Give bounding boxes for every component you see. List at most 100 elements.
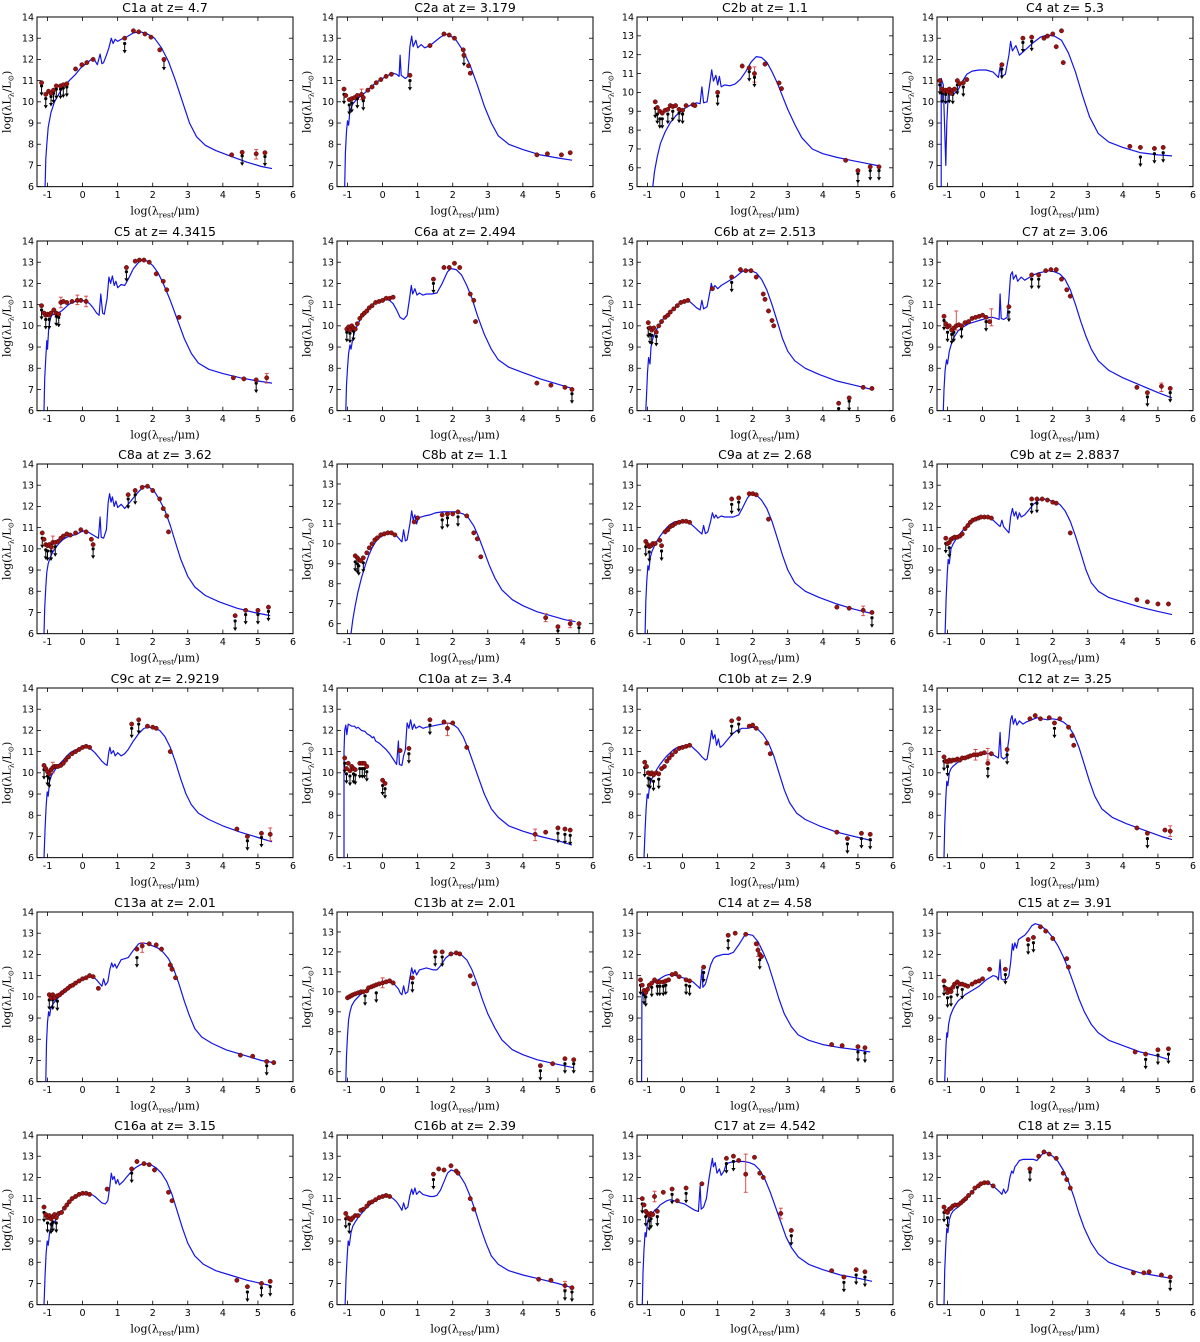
x-tick-label: 3 [1085, 414, 1091, 425]
photometry-point [962, 526, 968, 532]
photometry-point [259, 1281, 264, 1287]
photometry-point [534, 152, 540, 158]
y-tick-label: 7 [328, 1047, 334, 1058]
photometry-point [441, 1167, 447, 1173]
photometry-point [1050, 31, 1056, 37]
photometry-point [383, 73, 389, 79]
axes-frame [936, 240, 1194, 411]
photometry-point [1059, 28, 1064, 34]
photometry-point [642, 759, 648, 765]
photometry-point [61, 1206, 67, 1211]
y-tick-label: 6 [28, 853, 34, 864]
y-axis-label: log(λLλ​/L⊙​) [1, 294, 16, 356]
y-tick-label: 14 [622, 1131, 634, 1142]
x-tick-label: 2 [1050, 637, 1056, 648]
photometry-point [457, 951, 463, 956]
axes-frame [36, 16, 294, 188]
y-tick-label: 6 [928, 853, 934, 864]
y-axis-label: log(λLλ​/L⊙​) [901, 294, 916, 356]
y-tick-label: 10 [322, 97, 334, 108]
photometry-point [576, 621, 582, 627]
plot-area [652, 55, 882, 187]
upper-limit-marker [122, 41, 127, 54]
y-tick-label: 14 [322, 683, 334, 694]
photometry-point [467, 1196, 473, 1202]
y-tick-label: 6 [628, 406, 634, 417]
x-tick-label: 2 [750, 1308, 756, 1319]
photometry-point [1064, 287, 1070, 292]
y-tick-label: 7 [328, 599, 334, 610]
x-tick-label: 4 [520, 861, 526, 872]
plot-area [643, 491, 875, 634]
photometry-point [665, 106, 671, 112]
upper-limit-marker [647, 550, 652, 563]
photometry-point [753, 492, 759, 498]
photometry-point [548, 382, 554, 388]
y-axis-label: log(λLλ​/L⊙​) [301, 294, 316, 356]
y-tick-label: 13 [622, 481, 634, 492]
axes-frame [936, 687, 1194, 859]
photometry-point [1029, 272, 1035, 277]
upper-limit-marker [859, 836, 864, 849]
x-tick-label: 2 [1050, 414, 1056, 425]
photometry-point [1043, 928, 1049, 934]
upper-limit-marker [715, 94, 720, 107]
y-tick-label: 13 [922, 481, 934, 492]
panel-title: C16a at z= 3.15 [114, 1118, 216, 1133]
photometry-point [748, 267, 754, 273]
y-tick-label: 7 [28, 384, 34, 395]
photometry-point [427, 717, 433, 723]
upper-limit-marker [266, 610, 271, 622]
photometry-point [69, 298, 75, 304]
photometry-point [669, 752, 675, 758]
x-tick-label: 3 [1085, 1308, 1091, 1319]
photometry-point [569, 386, 575, 392]
upper-limit-marker [134, 955, 140, 968]
upper-limit-marker [362, 993, 368, 1006]
photometry-point [652, 541, 658, 547]
y-axis-label: log(λLλ​/L⊙​) [601, 294, 616, 356]
axes-frame [36, 687, 294, 859]
x-tick-label: -1 [343, 861, 352, 872]
x-tick-label: 2 [150, 637, 156, 648]
photometry-point [146, 259, 152, 265]
photometry-point [347, 327, 353, 333]
photometry-point [665, 527, 671, 533]
y-tick-label: 14 [922, 907, 934, 918]
y-tick-label: 11 [22, 1194, 34, 1205]
photometry-point [84, 60, 90, 65]
y-axis-label: log(λLλ​/L⊙​) [900, 742, 915, 804]
photometry-point [641, 1202, 647, 1208]
photometry-point [862, 1269, 868, 1275]
y-tick-label: 14 [922, 12, 934, 23]
photometry-point [166, 529, 171, 535]
photometry-point [867, 831, 873, 837]
photometry-point [390, 980, 396, 985]
y-tick-label: 11 [922, 300, 934, 311]
y-tick-label: 14 [322, 907, 334, 918]
upper-limit-marker [960, 987, 965, 1000]
photometry-point [567, 827, 573, 833]
upper-limit-marker [54, 314, 59, 326]
upper-limit-marker [61, 86, 66, 99]
x-tick-label: 3 [1085, 1085, 1091, 1096]
x-tick-label: 4 [820, 1085, 826, 1096]
upper-limit-marker [243, 613, 248, 625]
upper-limit-marker [255, 613, 261, 625]
x-tick-label: 6 [290, 190, 296, 201]
photometry-point [845, 836, 850, 841]
photometry-point [725, 932, 731, 938]
y-axis-label: log(λLλ​/L⊙​) [300, 742, 315, 804]
upper-limit-marker [562, 832, 568, 845]
y-tick-label: 13 [622, 1152, 634, 1163]
photometry-point [83, 529, 89, 535]
upper-limit-marker [259, 1286, 264, 1299]
photometry-point [232, 613, 238, 619]
sed-panel-C15: -1 0 1 2 3 4 5 6 6 7 8 9 10 11 12 13 14 C15 at z= 3.91 log… [900, 895, 1200, 1119]
x-tick-label: 1 [415, 414, 421, 425]
panel-title: C9c at z= 2.9219 [111, 671, 220, 686]
photometry-point [56, 311, 62, 317]
photometry-point [341, 86, 347, 92]
